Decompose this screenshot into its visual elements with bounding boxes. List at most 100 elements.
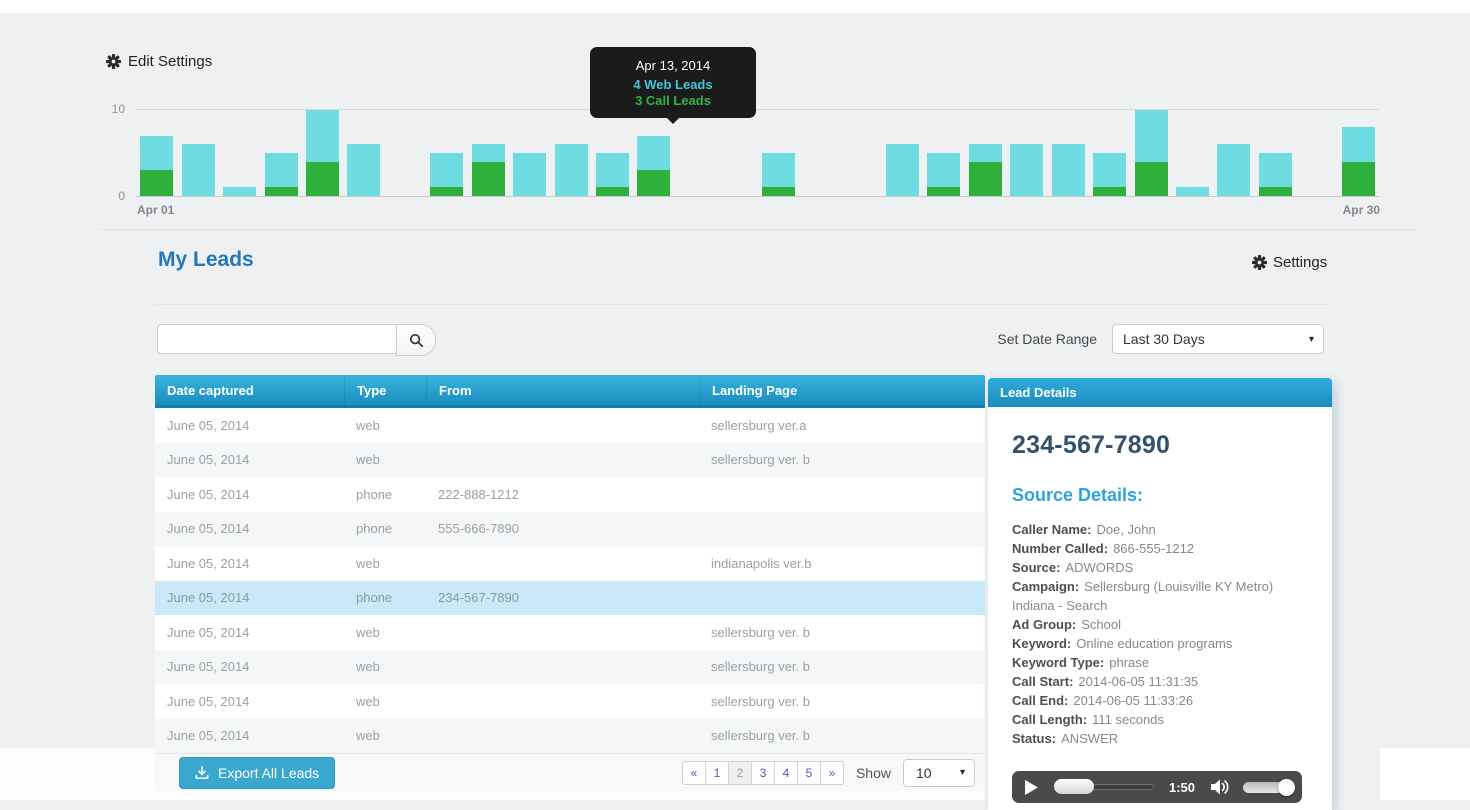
- duration-time: 1:50: [1169, 780, 1195, 795]
- settings-button[interactable]: Settings: [1252, 254, 1327, 271]
- chart-bar-apr-24[interactable]: [1093, 153, 1126, 196]
- chart-bar-apr-09[interactable]: [472, 144, 505, 196]
- top-white-strip: [0, 0, 1470, 13]
- table-row[interactable]: June 05, 2014websellersburg ver. b: [155, 719, 985, 754]
- table-row[interactable]: June 05, 2014websellersburg ver. b: [155, 615, 985, 650]
- web-leads-segment: [762, 153, 795, 187]
- detail-campaign: Campaign:Sellersburg (Louisville KY Metr…: [1012, 577, 1308, 615]
- chart-bar-apr-16[interactable]: [762, 153, 795, 196]
- search-input[interactable]: [157, 324, 396, 354]
- x-axis-label-end: Apr 30: [1310, 203, 1380, 217]
- date-range-select[interactable]: Last 30 Days ▾: [1112, 324, 1324, 354]
- cell-landing-page: indianapolis ver.b: [699, 546, 985, 581]
- chevron-down-icon: ▾: [1309, 334, 1314, 345]
- chart-bar-apr-02[interactable]: [182, 144, 215, 196]
- call-leads-segment: [969, 162, 1002, 196]
- edit-settings-label: Edit Settings: [128, 53, 212, 70]
- chart-bar-apr-22[interactable]: [1010, 144, 1043, 196]
- chart-bar-apr-27[interactable]: [1217, 144, 1250, 196]
- cell-type: web: [344, 615, 426, 650]
- chevron-down-icon: ▾: [960, 767, 965, 778]
- chart-bar-apr-28[interactable]: [1259, 153, 1292, 196]
- edit-settings-button[interactable]: Edit Settings: [106, 53, 212, 70]
- seek-thumb[interactable]: [1054, 779, 1094, 794]
- chart-bar-apr-20[interactable]: [927, 153, 960, 196]
- call-leads-segment: [430, 187, 463, 196]
- pagination-next[interactable]: »: [820, 761, 844, 785]
- chart-bar-apr-04[interactable]: [265, 153, 298, 196]
- chart-bar-apr-05[interactable]: [306, 110, 339, 196]
- call-leads-segment: [472, 162, 505, 196]
- cell-from: [426, 650, 699, 685]
- cell-landing-page: sellersburg ver. b: [699, 684, 985, 719]
- speaker-icon: [1210, 778, 1232, 796]
- call-leads-segment: [306, 162, 339, 196]
- bottom-right-white-block: [1380, 748, 1470, 800]
- pagination-page-5[interactable]: 5: [797, 761, 821, 785]
- web-leads-segment: [140, 136, 173, 170]
- seek-slider[interactable]: [1054, 779, 1154, 795]
- volume-thumb[interactable]: [1278, 779, 1295, 796]
- cell-from: [426, 684, 699, 719]
- table-row[interactable]: June 05, 2014websellersburg ver. b: [155, 684, 985, 719]
- cell-date: June 05, 2014: [155, 477, 344, 512]
- mute-button[interactable]: [1210, 778, 1232, 796]
- chart-bar-apr-13[interactable]: [637, 136, 670, 196]
- web-leads-segment: [347, 144, 380, 196]
- cell-from: 555-666-7890: [426, 512, 699, 547]
- search-group: [157, 324, 436, 354]
- call-leads-segment: [1342, 162, 1375, 196]
- table-row-selected[interactable]: June 05, 2014phone234-567-7890: [155, 581, 985, 616]
- leads-table: Date captured Type From Landing Page Jun…: [155, 375, 985, 791]
- chart-bar-apr-25[interactable]: [1135, 110, 1168, 196]
- chart-bar-apr-11[interactable]: [555, 144, 588, 196]
- cell-landing-page: sellersburg ver. b: [699, 615, 985, 650]
- chart-bar-apr-19[interactable]: [886, 144, 919, 196]
- column-header-type: Type: [344, 375, 426, 405]
- table-row[interactable]: June 05, 2014websellersburg ver. b: [155, 650, 985, 685]
- play-button[interactable]: [1025, 779, 1039, 795]
- volume-slider[interactable]: [1243, 782, 1291, 793]
- table-row[interactable]: June 05, 2014websellersburg ver.a: [155, 408, 985, 443]
- detail-call-end: Call End:2014-06-05 11:33:26: [1012, 691, 1308, 710]
- export-all-leads-button[interactable]: Export All Leads: [179, 757, 335, 789]
- chart-bar-apr-26[interactable]: [1176, 187, 1209, 196]
- table-row[interactable]: June 05, 2014webindianapolis ver.b: [155, 546, 985, 581]
- chart-bar-apr-08[interactable]: [430, 153, 463, 196]
- cell-type: web: [344, 546, 426, 581]
- web-leads-segment: [1342, 127, 1375, 161]
- call-leads-segment: [762, 187, 795, 196]
- pagination-page-3[interactable]: 3: [751, 761, 775, 785]
- cell-from: 222-888-1212: [426, 477, 699, 512]
- chart-bar-apr-03[interactable]: [223, 187, 256, 196]
- source-details-heading: Source Details:: [1012, 485, 1308, 506]
- call-leads-segment: [637, 170, 670, 196]
- web-leads-segment: [306, 110, 339, 162]
- cell-landing-page: sellersburg ver.a: [699, 408, 985, 443]
- search-button[interactable]: [396, 324, 436, 356]
- pagination-page-1[interactable]: 1: [705, 761, 729, 785]
- date-range-label: Set Date Range: [960, 331, 1097, 347]
- page-title: My Leads: [158, 248, 254, 272]
- web-leads-segment: [555, 144, 588, 196]
- chart-bar-apr-10[interactable]: [513, 153, 546, 196]
- chart-bar-apr-01[interactable]: [140, 136, 173, 196]
- web-leads-segment: [1052, 144, 1085, 196]
- table-row[interactable]: June 05, 2014phone222-888-1212: [155, 477, 985, 512]
- pagination-prev[interactable]: «: [682, 761, 706, 785]
- lead-details-body: 234-567-7890 Source Details: Caller Name…: [988, 407, 1332, 810]
- table-row[interactable]: June 05, 2014phone555-666-7890: [155, 512, 985, 547]
- cell-type: web: [344, 684, 426, 719]
- cell-date: June 05, 2014: [155, 512, 344, 547]
- cell-date: June 05, 2014: [155, 650, 344, 685]
- pagination-page-4[interactable]: 4: [774, 761, 798, 785]
- page-size-select[interactable]: 10 ▾: [903, 759, 975, 787]
- chart-bar-apr-21[interactable]: [969, 144, 1002, 196]
- table-row[interactable]: June 05, 2014websellersburg ver. b: [155, 443, 985, 478]
- chart-bar-apr-23[interactable]: [1052, 144, 1085, 196]
- chart-bar-apr-06[interactable]: [347, 144, 380, 196]
- web-leads-segment: [1217, 144, 1250, 196]
- chart-bar-apr-30[interactable]: [1342, 127, 1375, 196]
- audio-player: 1:50: [1012, 771, 1302, 803]
- chart-bar-apr-12[interactable]: [596, 153, 629, 196]
